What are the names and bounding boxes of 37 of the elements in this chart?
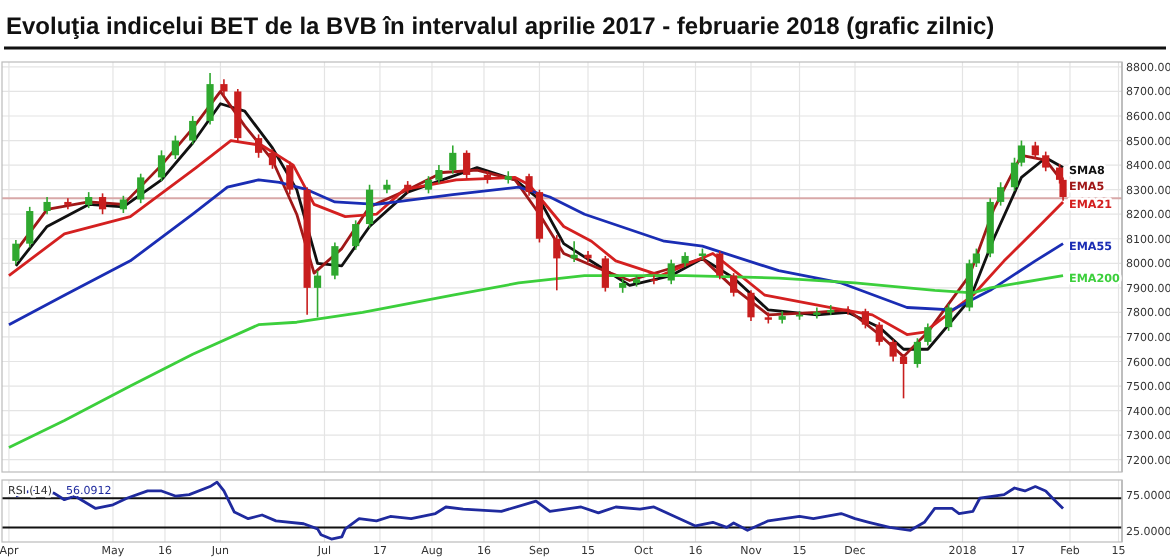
candlestick (189, 115, 197, 146)
candlestick (313, 269, 322, 319)
candlestick (924, 322, 932, 347)
candlestick (997, 181, 1005, 207)
candlestick (945, 303, 953, 332)
candlestick (331, 241, 339, 281)
candlestick (12, 239, 20, 266)
candlestick (137, 172, 145, 204)
chart-title: Evoluţia indicelui BET de la BVB în intervalul aprilie 2017 - februarie 2018 (grafic zilnic) (6, 12, 995, 40)
candlestick (98, 192, 107, 216)
candlestick (913, 337, 922, 369)
candlestick (206, 72, 214, 126)
candlestick (525, 172, 533, 197)
candlestick (26, 206, 34, 249)
candlestick (435, 164, 443, 185)
candlestick (899, 353, 908, 400)
candlestick (730, 272, 738, 298)
line-series (7, 178, 1065, 327)
candlestick (535, 188, 544, 244)
candlestick (157, 149, 166, 182)
candlestick (171, 134, 179, 160)
candlestick (463, 149, 471, 180)
candlestick (365, 183, 374, 229)
candlestick (747, 289, 755, 322)
candlestick (553, 234, 561, 292)
candlestick (286, 160, 294, 196)
candlestick (667, 258, 675, 285)
candlestick (716, 250, 724, 281)
candlestick (601, 255, 609, 293)
candlestick (844, 305, 852, 316)
candlestick (268, 148, 277, 170)
candlestick (352, 219, 360, 251)
candlestick (889, 338, 897, 363)
candlestick (504, 170, 512, 185)
candlestick (1042, 150, 1050, 173)
candlestick (861, 307, 870, 330)
candlestick (449, 144, 457, 175)
